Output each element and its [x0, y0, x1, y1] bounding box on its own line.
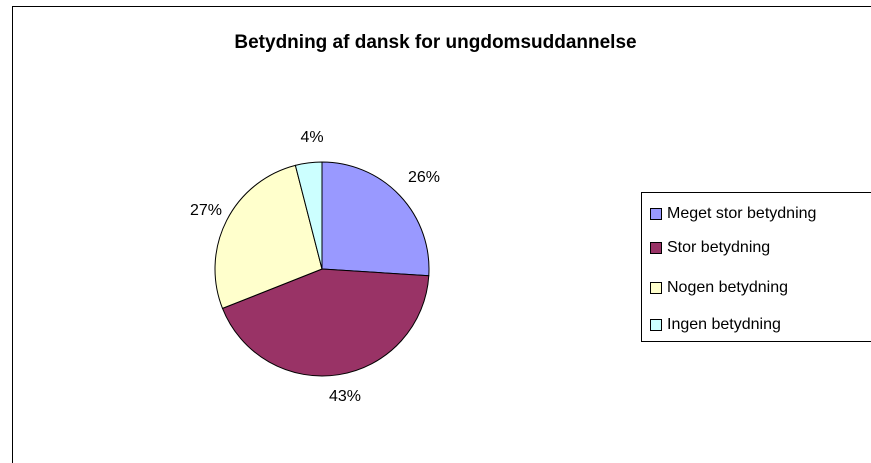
chart-area [12, 6, 871, 463]
legend-item-ingen: Ingen betydning [650, 314, 781, 336]
legend-label-ingen: Ingen betydning [667, 316, 781, 333]
legend-swatch-meget-stor [650, 208, 662, 220]
pie-slice-ingen [294, 161, 323, 270]
data-label-stor: 43% [329, 388, 361, 405]
chart-title: Betydning af dansk for ungdomsuddannelse [234, 32, 637, 53]
data-label-ingen: 4% [300, 129, 323, 146]
legend-swatch-ingen [650, 319, 662, 331]
legend-item-nogen: Nogen betydning [650, 277, 788, 299]
legend-item-stor: Stor betydning [650, 237, 770, 259]
legend-label-meget-stor: Meget stor betydning [667, 205, 817, 222]
legend-swatch-nogen [650, 282, 662, 294]
pie-slice-meget-stor [321, 161, 430, 277]
legend-swatch-stor [650, 242, 662, 254]
data-label-meget-stor: 26% [408, 169, 440, 186]
legend-label-nogen: Nogen betydning [667, 279, 788, 296]
legend-item-meget-stor: Meget stor betydning [650, 203, 816, 225]
pie-slice-nogen [214, 164, 323, 310]
pie-slice-stor [221, 268, 430, 377]
legend: Meget stor betydning Stor betydning Noge… [641, 192, 871, 342]
legend-label-stor: Stor betydning [667, 239, 771, 256]
data-label-nogen: 27% [190, 202, 222, 219]
